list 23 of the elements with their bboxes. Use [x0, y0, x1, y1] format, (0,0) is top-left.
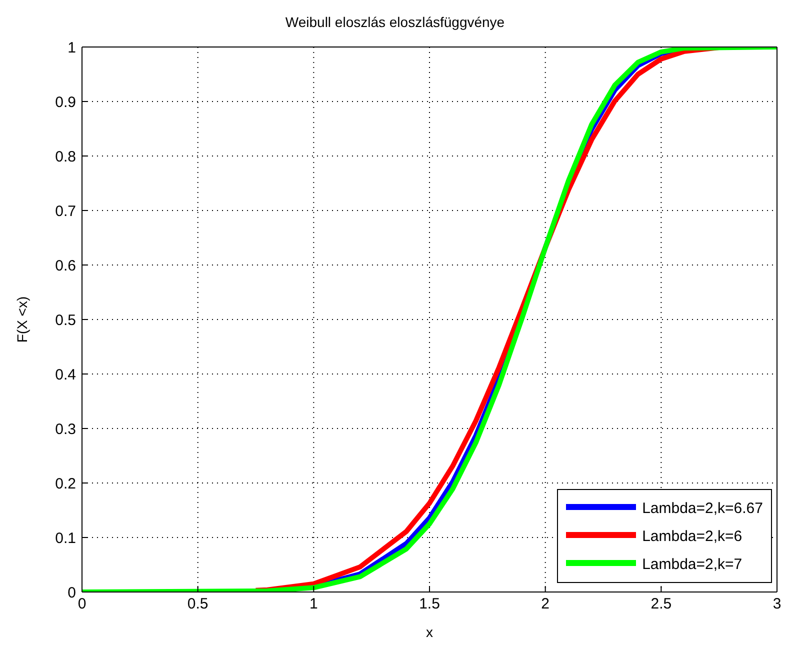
y-tick-label: 0.8	[55, 148, 76, 166]
x-tick-label: 1.5	[419, 596, 440, 613]
y-tick-label: 0.2	[55, 475, 76, 492]
y-tick-label: 0.7	[55, 202, 76, 220]
y-tick-label: 0.4	[55, 366, 76, 384]
y-tick-label: 1	[68, 39, 76, 56]
x-tick-label: 2.5	[650, 596, 672, 613]
x-tick-label: 2	[541, 596, 550, 613]
y-tick-label: 0.1	[55, 530, 76, 547]
y-tick-label: 0.5	[55, 312, 76, 329]
y-tick-label: 0.6	[55, 257, 76, 274]
x-tick-label: 3	[772, 596, 782, 613]
legend-label: Lambda=2,k=6	[642, 528, 742, 544]
x-tick-label: 1	[309, 596, 318, 613]
y-tick-label: 0	[68, 584, 76, 602]
y-tick-label: 0.3	[55, 420, 76, 438]
legend-label: Lambda=2,k=6.67	[642, 500, 763, 516]
legend-label: Lambda=2,k=7	[642, 556, 742, 572]
chart-title: Weibull eloszlás eloszlásfüggvénye	[284, 13, 506, 32]
x-axis-title: x	[426, 624, 433, 640]
y-tick-label: 0.9	[55, 94, 76, 111]
x-tick-label: 0.5	[187, 596, 208, 613]
y-axis-title: F(X <x)	[14, 296, 30, 343]
